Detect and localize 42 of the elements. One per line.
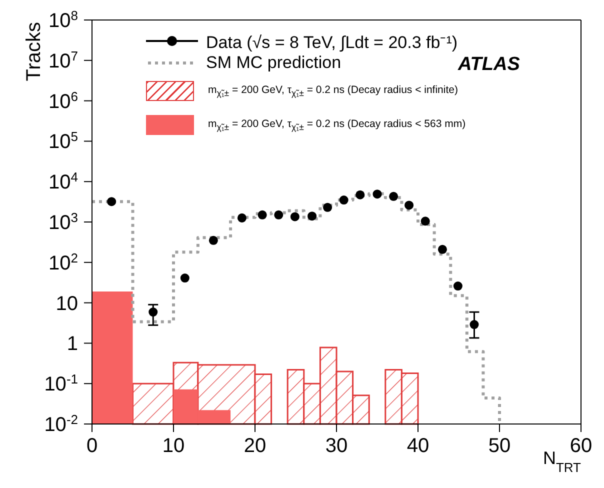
- point: [453, 282, 462, 291]
- point: [404, 200, 414, 210]
- point: [438, 244, 447, 254]
- y-tick-label: 1: [66, 333, 78, 356]
- x-tick-label: 20: [244, 435, 266, 457]
- x-tick-label: 10: [162, 435, 185, 457]
- point: [148, 308, 158, 317]
- x-tick-label: 40: [406, 435, 430, 457]
- point: [356, 190, 365, 200]
- y-tick-label: 10$^{8}$: [48, 8, 78, 32]
- x-tick-label: 50: [488, 435, 511, 457]
- y-tick-label: 10$^{5}$: [48, 128, 78, 154]
- point: [290, 212, 300, 222]
- point: [274, 210, 284, 220]
- legend-label: Data (√s = 8 TeV, ∫Ldt = 20.3 fb⁻¹): [206, 32, 458, 52]
- point: [237, 213, 246, 222]
- y-axis-title: Tracks: [23, 22, 45, 82]
- point: [208, 236, 218, 245]
- x-tick-label: 30: [325, 435, 348, 457]
- legend-label: m$_{χ̃₁±}$ = 200 GeV, τ$_{χ̃₁±}$ = 0.2 ns (Decay radius < 563 mm): [208, 118, 466, 132]
- y-tick-label: 10$^{4}$: [48, 169, 78, 194]
- y-tick-label: 10$^{-1}$: [44, 371, 78, 396]
- point: [339, 196, 348, 205]
- y-tick-label: 10$^{7}$: [48, 48, 78, 72]
- point: [420, 216, 430, 226]
- point: [308, 212, 317, 221]
- point: [389, 192, 398, 201]
- y-tick-label: 10$^{-2}$: [44, 412, 78, 436]
- legend-label: m$_{χ̃₁±}$ = 200 GeV, τ$_{χ̃₁±}$ = 0.2 ns (Decay radius < infinite): [208, 84, 458, 98]
- point: [107, 197, 116, 206]
- y-tick-label: 10$^{6}$: [48, 88, 78, 113]
- y-tick-label: 10$^{2}$: [48, 250, 78, 274]
- point: [470, 320, 479, 330]
- x-tick-label: 0: [86, 435, 98, 457]
- point: [258, 210, 267, 220]
- y-tick-label: 10: [56, 292, 78, 315]
- annotation: ATLAS: [458, 54, 520, 76]
- point: [372, 190, 382, 199]
- legend-label: SM MC prediction: [206, 53, 342, 72]
- point: [323, 202, 332, 212]
- y-tick-label: 10$^{3}$: [48, 210, 78, 234]
- point: [180, 274, 190, 283]
